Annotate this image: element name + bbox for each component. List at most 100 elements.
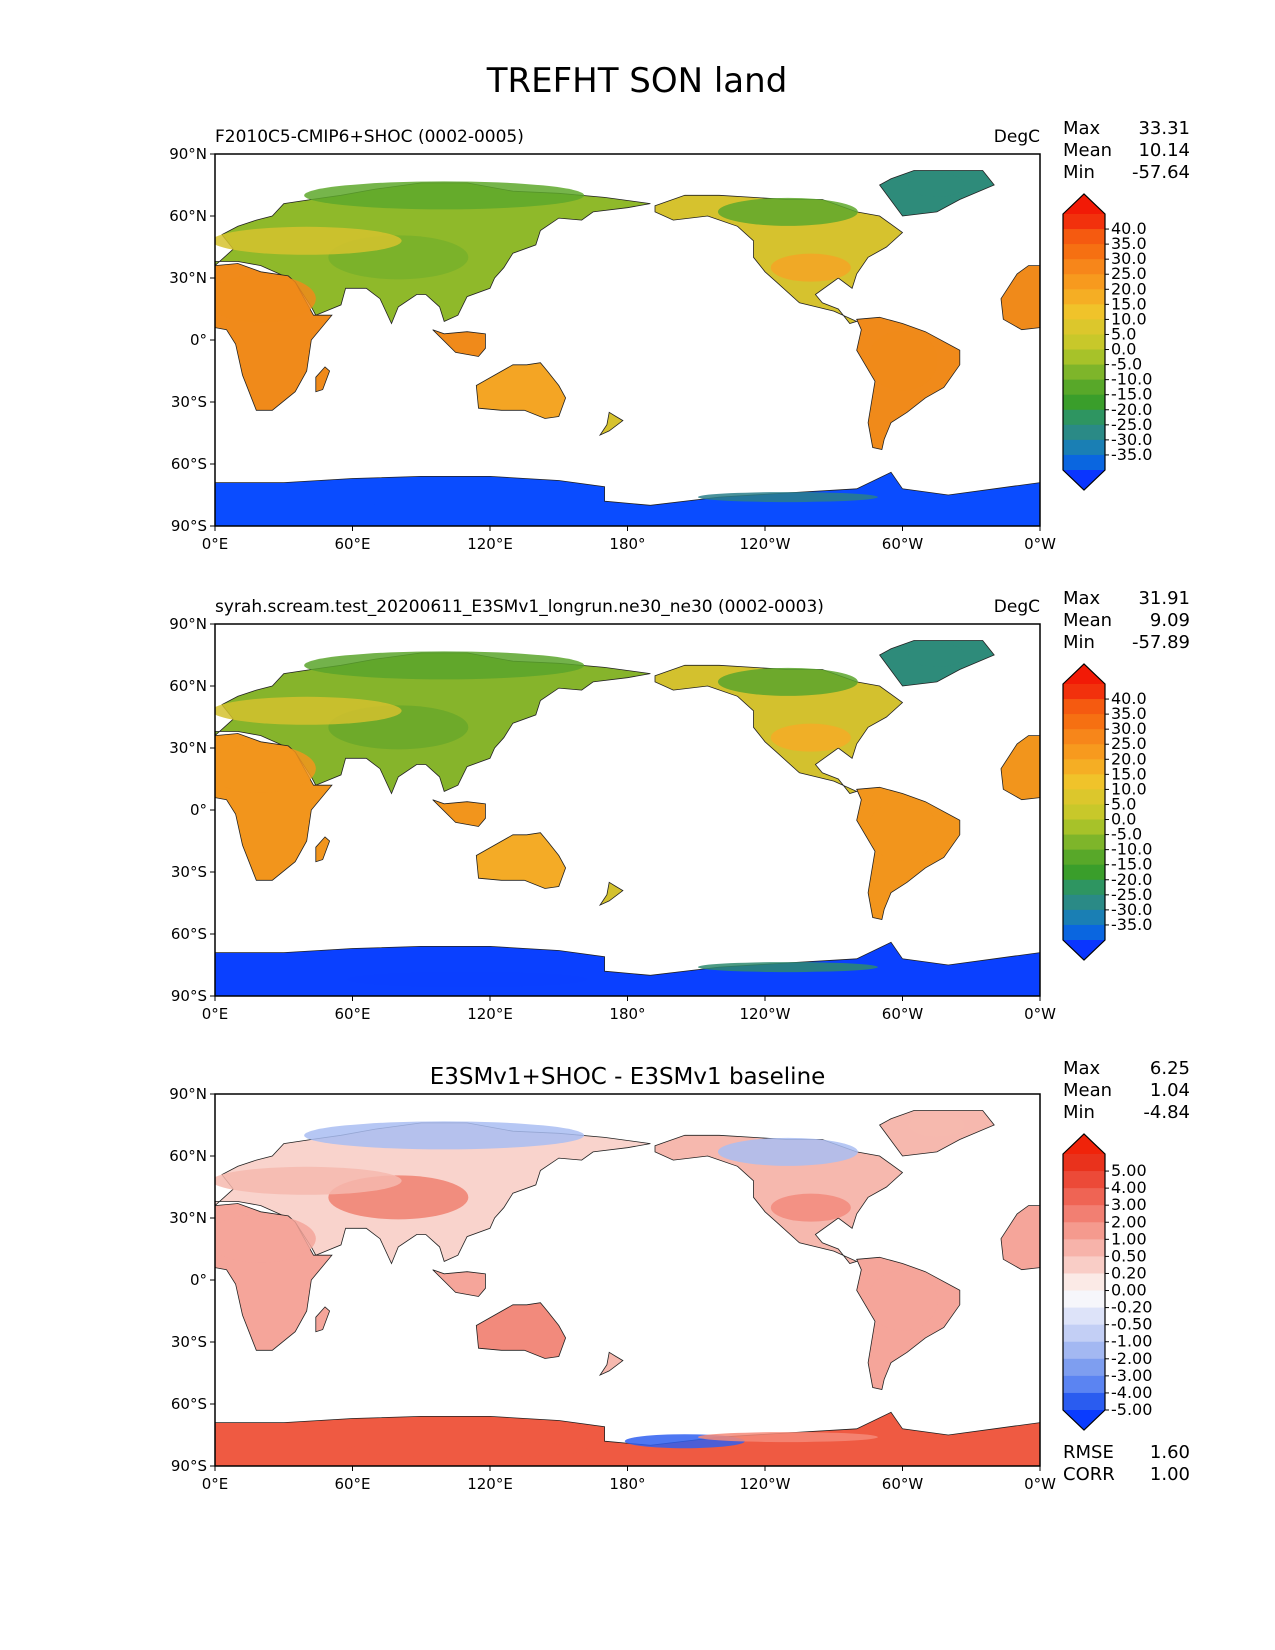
panel-test: 90°N 60°N 30°N 0° 30°S 60°S 90°S0°E 60°E 120°E 18… bbox=[169, 118, 1190, 553]
lat-label: 30°N bbox=[169, 1209, 207, 1227]
colorbar-swatch bbox=[1063, 894, 1105, 911]
stat-label: Mean bbox=[1063, 1080, 1112, 1101]
region-amazon bbox=[867, 1270, 938, 1331]
landmass-africaW bbox=[1000, 1205, 1040, 1271]
region-amazon bbox=[867, 330, 938, 391]
lon-label: 60°E bbox=[334, 1005, 370, 1023]
stat-value: 31.91 bbox=[1138, 588, 1190, 609]
colorbar-label: 15.0 bbox=[1111, 294, 1147, 313]
colorbar-label: 0.00 bbox=[1111, 1281, 1147, 1300]
landmass-madagascar bbox=[315, 1306, 331, 1333]
colorbar-label: 1.00 bbox=[1111, 1229, 1147, 1248]
colorbar-label: -1.00 bbox=[1111, 1332, 1152, 1351]
lat-label: 60°N bbox=[169, 207, 207, 225]
colorbar-label: 5.0 bbox=[1111, 324, 1136, 343]
colorbar-label: -3.00 bbox=[1111, 1366, 1152, 1385]
lat-label: 30°S bbox=[171, 393, 207, 411]
colorbar-swatch bbox=[1063, 319, 1105, 335]
colorbar-label: -25.0 bbox=[1111, 415, 1152, 434]
lon-label: 60°E bbox=[334, 535, 370, 553]
colorbar-label: -2.00 bbox=[1111, 1349, 1152, 1368]
stat-value: 10.14 bbox=[1138, 140, 1190, 161]
colorbar-label: 15.0 bbox=[1111, 764, 1147, 783]
colorbar-extend-top bbox=[1063, 194, 1105, 214]
colorbar-label: -10.0 bbox=[1111, 840, 1152, 859]
colorbar-swatch bbox=[1063, 834, 1105, 851]
panel-diff: 90°N 60°N 30°N 0° 30°S 60°S 90°S0°E 60°E 120°E 18… bbox=[169, 1058, 1190, 1493]
stat-label: Max bbox=[1063, 118, 1101, 139]
lat-label: 60°S bbox=[171, 455, 207, 473]
colorbar-label: -20.0 bbox=[1111, 400, 1152, 419]
colorbar-swatch bbox=[1063, 849, 1105, 866]
colorbar-label: -15.0 bbox=[1111, 385, 1152, 404]
colorbar-outline bbox=[1062, 193, 1106, 491]
lat-label: 90°N bbox=[169, 145, 207, 163]
colorbar-label: 20.0 bbox=[1111, 749, 1147, 768]
colorbar-swatch bbox=[1063, 259, 1105, 275]
landmass-nz bbox=[598, 881, 624, 907]
lat-label: 60°S bbox=[171, 925, 207, 943]
region-sahara bbox=[215, 1214, 316, 1263]
colorbar-label: -5.0 bbox=[1111, 355, 1142, 374]
lon-label: 120°E bbox=[467, 535, 513, 553]
colorbar-extend-top bbox=[1063, 1134, 1105, 1154]
colorbar-extend-bottom bbox=[1063, 470, 1105, 490]
stat-label: Min bbox=[1063, 162, 1095, 183]
region-us-south bbox=[770, 723, 851, 752]
colorbar-swatch bbox=[1063, 1358, 1105, 1377]
extra-stat-label: RMSE bbox=[1063, 1442, 1114, 1463]
panel-left-title: F2010C5-CMIP6+SHOC (0002-0005) bbox=[215, 127, 524, 147]
panel-left-title: syrah.scream.test_20200611_E3SMv1_longru… bbox=[215, 597, 824, 617]
colorbar-extend-bottom bbox=[1063, 1410, 1105, 1430]
colorbar-label: 10.0 bbox=[1111, 309, 1147, 328]
colorbar-swatch bbox=[1063, 1307, 1105, 1326]
colorbar-label: 0.0 bbox=[1111, 340, 1136, 359]
region-west-antarctica bbox=[697, 492, 878, 503]
colorbar-swatch bbox=[1063, 304, 1105, 320]
colorbar-swatch bbox=[1063, 744, 1105, 760]
stat-value: 1.04 bbox=[1150, 1080, 1190, 1101]
colorbar-label: -15.0 bbox=[1111, 855, 1152, 874]
region-siberia bbox=[304, 181, 585, 210]
colorbar-swatch bbox=[1063, 864, 1105, 881]
panels: 90°N60°N30°N0°30°S60°S90°S0°E 60°E 120°E 18… bbox=[169, 118, 1190, 1493]
lat-label: 90°N bbox=[169, 1085, 207, 1103]
colorbar-swatch bbox=[1063, 1188, 1105, 1206]
colorbar-swatch bbox=[1063, 379, 1105, 396]
stat-label: Max bbox=[1063, 588, 1101, 609]
region-canada bbox=[717, 1137, 858, 1166]
lat-label: 90°S bbox=[171, 1457, 207, 1475]
map-land bbox=[215, 170, 1040, 526]
colorbar-label: 0.50 bbox=[1111, 1246, 1147, 1265]
colorbar-label: 30.0 bbox=[1111, 249, 1147, 268]
colorbar-extend-bottom bbox=[1063, 940, 1105, 960]
lon-label: 60°W bbox=[882, 1005, 924, 1023]
colorbar-swatch bbox=[1063, 1273, 1105, 1292]
region-greenland-core bbox=[908, 173, 965, 197]
colorbar: 40.035.030.025.020.015.010.05.00.0-5.0-1… bbox=[1062, 663, 1152, 961]
region-west-antarctica bbox=[697, 1432, 878, 1443]
colorbar-swatch bbox=[1063, 1239, 1105, 1257]
stat-label: Mean bbox=[1063, 610, 1112, 631]
lon-label: 0°W bbox=[1024, 1475, 1056, 1493]
stat-value: -57.89 bbox=[1132, 632, 1190, 653]
colorbar-swatch bbox=[1063, 454, 1105, 471]
colorbar-label: -4.00 bbox=[1111, 1383, 1152, 1402]
lon-label: 120°W bbox=[740, 1475, 791, 1493]
extra-stat-value: 1.00 bbox=[1150, 1464, 1190, 1485]
landmass-indonesia bbox=[432, 799, 486, 827]
colorbar-label: 30.0 bbox=[1111, 719, 1147, 738]
colorbar-label: -30.0 bbox=[1111, 900, 1152, 919]
map-land bbox=[215, 640, 1040, 996]
extra-stat-value: 1.60 bbox=[1150, 1442, 1190, 1463]
colorbar-swatch bbox=[1063, 774, 1105, 790]
lat-label: 30°S bbox=[171, 1333, 207, 1351]
colorbar-swatch bbox=[1063, 1154, 1105, 1172]
lon-label: 180° bbox=[609, 1475, 645, 1493]
lat-label: 90°S bbox=[171, 517, 207, 535]
colorbar-label: -5.0 bbox=[1111, 825, 1142, 844]
colorbar-swatch bbox=[1063, 364, 1105, 381]
colorbar-outline bbox=[1062, 663, 1106, 961]
colorbar-swatch bbox=[1063, 684, 1105, 700]
colorbar-swatch bbox=[1063, 394, 1105, 411]
